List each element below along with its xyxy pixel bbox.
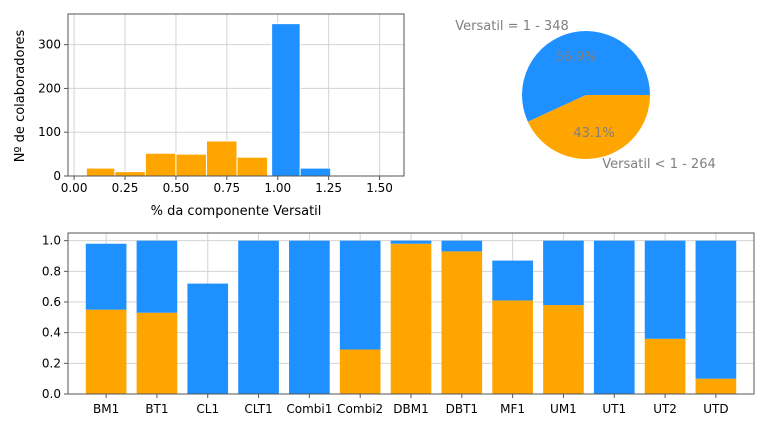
stacked-x-tick-label: UM1 [550,402,577,416]
histogram-bars [85,23,362,177]
stacked-bar-blue-dbm1 [390,240,432,244]
histogram-y-axis-label: Nº de colaboradores [13,29,28,162]
stacked-x-tick-label: DBM1 [393,402,428,416]
stacked-bar-blue-combi1 [289,240,330,394]
stacked-bar-orange-ut2 [644,338,686,394]
histogram-x-tick-label: 1.50 [366,181,393,195]
stacked-bar-blue-clt1 [238,240,279,394]
pie-slices [522,31,650,160]
histogram-bar [299,167,332,177]
stacked-bar-blue-ut2 [644,240,686,339]
stacked-bar-orange-dbm1 [390,243,432,394]
stacked-bars [85,240,737,394]
histogram-y-tick-label: 0 [53,169,61,183]
stacked-y-tick-label: 0.2 [42,356,61,370]
stacked-x-tick-label: UT2 [653,402,677,416]
histogram-y-tick-label: 100 [38,125,61,139]
histogram-y-tick-label: 200 [38,81,61,95]
stacked-bar-orange-bt1 [136,312,178,394]
histogram-x-tick-label: 0.25 [112,181,139,195]
stacked-bar-blue-ut1 [593,240,635,394]
histogram-bar [236,156,269,177]
histogram-bar [85,167,116,177]
stacked-x-tick-label: CL1 [196,402,219,416]
stacked-bar-blue-um1 [543,240,584,306]
stacked-bar-blue-utd [695,240,737,379]
stacked-x-tick-label: BT1 [145,402,168,416]
stacked-x-tick-label: DBT1 [446,402,478,416]
stacked-x-tick-label: UTD [703,402,728,416]
stacked-bar-chart: 0.0 0.2 0.4 0.6 0.8 1.0 BM1 BT1 CL1 CLT1 Combi1 Com… [42,232,755,416]
pie-label-versatil-eq-1: Versatil = 1 - 348 [455,19,568,34]
stacked-ticks: 0.0 0.2 0.4 0.6 0.8 1.0 BM1 BT1 CL1 CLT1 Combi1 Com… [42,234,729,416]
pie-label-versatil-lt-1: Versatil < 1 - 264 [602,157,715,172]
stacked-bar-orange-utd [695,378,737,394]
stacked-bar-blue-bt1 [136,240,178,313]
histogram-x-tick-label: 0.00 [61,181,88,195]
stacked-bar-orange-mf1 [492,300,533,394]
stacked-x-tick-label: BM1 [93,402,119,416]
stacked-y-tick-label: 0.8 [42,264,61,278]
histogram-x-tick-label: 0.50 [163,181,190,195]
histogram-bar [144,152,177,177]
histogram-bar [271,23,301,177]
histogram-bar [205,140,238,177]
histogram-y-tick-label: 300 [38,38,61,52]
histogram-ticks: 0.00 0.25 0.50 0.75 1.00 1.25 1.50 0 100 200 300 [38,38,393,195]
pie-slice-versatil-eq-1 [522,31,650,122]
pie-pct-versatil-eq-1: 56.9% [555,50,596,65]
stacked-x-tick-label: UT1 [602,402,626,416]
stacked-x-tick-label: Combi2 [337,402,383,416]
histogram-x-axis-label: % da componente Versatil [151,204,322,219]
histogram-frame [67,13,405,177]
pie-pct-versatil-lt-1: 43.1% [573,126,614,141]
stacked-y-tick-label: 0.6 [42,295,61,309]
histogram-bar [175,153,207,177]
stacked-bar-blue-mf1 [492,260,533,301]
histogram-chart: 0.00 0.25 0.50 0.75 1.00 1.25 1.50 0 100 200 300 %… [13,13,405,219]
stacked-bar-orange-dbt1 [441,251,483,394]
histogram-bar [114,171,146,177]
stacked-bar-orange-um1 [543,305,584,394]
stacked-x-tick-label: CLT1 [244,402,272,416]
histogram-x-tick-label: 1.25 [315,181,342,195]
histogram-x-tick-label: 0.75 [213,181,240,195]
pie-chart: Versatil = 1 - 348 Versatil < 1 - 264 56… [455,19,715,172]
stacked-bar-orange-bm1 [85,309,127,394]
stacked-bar-orange-combi2 [339,349,381,394]
pie-slice-versatil-lt-1 [527,95,650,160]
stacked-bar-blue-dbt1 [441,240,483,252]
stacked-y-tick-label: 0.4 [42,326,61,340]
stacked-x-tick-label: Combi1 [286,402,332,416]
stacked-y-tick-label: 1.0 [42,234,61,248]
stacked-bar-blue-cl1 [187,283,229,394]
stacked-y-tick-label: 0.0 [42,387,61,401]
stacked-bar-blue-combi2 [339,240,381,350]
stacked-x-tick-label: MF1 [500,402,525,416]
histogram-x-tick-label: 1.00 [264,181,291,195]
stacked-bar-blue-bm1 [85,243,127,310]
